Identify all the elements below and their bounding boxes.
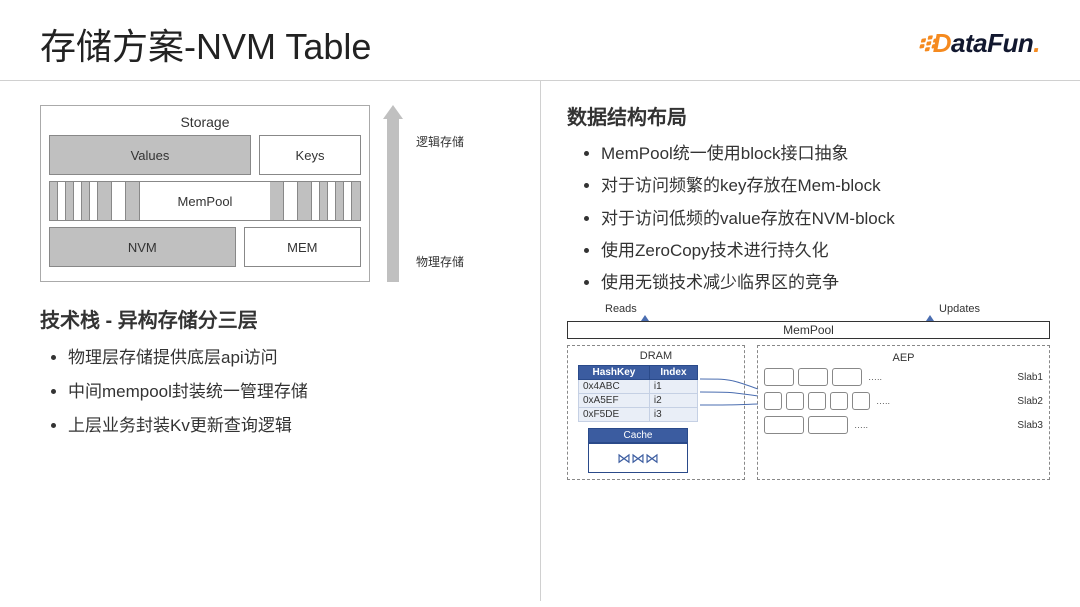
list-item: 使用ZeroCopy技术进行持久化: [601, 235, 1050, 267]
mem-block: MEM: [244, 227, 361, 267]
slab-label: Slab3: [1017, 420, 1043, 431]
aep-label: AEP: [764, 352, 1043, 364]
hash-table: HashKeyIndex 0x4ABCi1 0xA5EFi2 0xF5DEi3: [578, 365, 698, 422]
slab-row: …..Slab3: [764, 415, 1043, 435]
storage-diagram: Storage Values Keys MemPool NVM MEM: [40, 105, 520, 282]
table-cell: i2: [649, 394, 697, 408]
neural-net-icon: ⋈⋈⋈: [617, 450, 659, 467]
list-item: MemPool统一使用block接口抽象: [601, 138, 1050, 170]
left-heading: 技术栈 - 异构存储分三层: [40, 304, 520, 333]
nvm-block: NVM: [49, 227, 236, 267]
logical-storage-label: 逻辑存储: [416, 133, 464, 150]
cache-label: Cache: [588, 428, 688, 443]
arrow-up-icon: [378, 105, 408, 282]
reads-label: Reads: [605, 303, 637, 315]
mempool-label: MemPool: [140, 182, 270, 220]
list-item: 使用无锁技术减少临界区的竞争: [601, 267, 1050, 299]
slab-row: …..Slab2: [764, 391, 1043, 411]
slab-row: …..Slab1: [764, 367, 1043, 387]
cache-box: Cache ⋈⋈⋈: [588, 428, 688, 473]
storage-outer-box: Storage Values Keys MemPool NVM MEM: [40, 105, 370, 282]
logo: ፨DataFun.: [917, 28, 1040, 60]
hash-header-key: HashKey: [579, 366, 650, 380]
list-item: 对于访问低频的value存放在NVM-block: [601, 203, 1050, 235]
physical-storage-label: 物理存储: [416, 253, 464, 270]
table-cell: 0xF5DE: [579, 408, 650, 422]
table-cell: i1: [649, 380, 697, 394]
list-item: 物理层存储提供底层api访问: [68, 341, 520, 375]
left-bullets: 物理层存储提供底层api访问 中间mempool封装统一管理存储 上层业务封装K…: [40, 341, 520, 443]
values-block: Values: [49, 135, 251, 175]
side-labels: 逻辑存储 物理存储: [416, 105, 464, 282]
right-bullets: MemPool统一使用block接口抽象 对于访问频繁的key存放在Mem-bl…: [567, 138, 1050, 299]
content: Storage Values Keys MemPool NVM MEM: [0, 81, 1080, 601]
connector-lines-icon: [700, 374, 760, 416]
list-item: 对于访问频繁的key存放在Mem-block: [601, 170, 1050, 202]
logo-dots-icon: ፨: [917, 28, 930, 58]
list-item: 上层业务封装Kv更新查询逻辑: [68, 409, 520, 443]
table-cell: i3: [649, 408, 697, 422]
slab-label: Slab2: [1017, 396, 1043, 407]
storage-label: Storage: [49, 112, 361, 135]
slab-label: Slab1: [1017, 372, 1043, 383]
header: 存储方案-NVM Table ፨DataFun.: [0, 0, 1080, 81]
mempool-diagram: Reads Updates MemPool DRAM HashKeyIndex …: [567, 305, 1050, 480]
right-heading: 数据结构布局: [567, 101, 1050, 130]
logo-dot: .: [1033, 28, 1040, 58]
logo-ata: ata: [951, 28, 987, 58]
keys-block: Keys: [259, 135, 361, 175]
left-column: Storage Values Keys MemPool NVM MEM: [0, 81, 540, 601]
hash-header-index: Index: [649, 366, 697, 380]
dram-label: DRAM: [574, 350, 738, 362]
table-cell: 0xA5EF: [579, 394, 650, 408]
page-title: 存储方案-NVM Table: [40, 18, 371, 70]
logo-d: D: [933, 28, 951, 58]
updates-label: Updates: [939, 303, 980, 315]
list-item: 中间mempool封装统一管理存储: [68, 375, 520, 409]
mempool-bar: MemPool: [567, 321, 1050, 339]
right-column: 数据结构布局 MemPool统一使用block接口抽象 对于访问频繁的key存放…: [540, 81, 1080, 601]
logo-fun: Fun: [987, 28, 1033, 58]
mempool-row: MemPool: [49, 181, 361, 221]
aep-box: AEP …..Slab1 …..Slab2 …..Slab3: [757, 345, 1050, 480]
dram-box: DRAM HashKeyIndex 0x4ABCi1 0xA5EFi2 0xF5…: [567, 345, 745, 480]
table-cell: 0x4ABC: [579, 380, 650, 394]
